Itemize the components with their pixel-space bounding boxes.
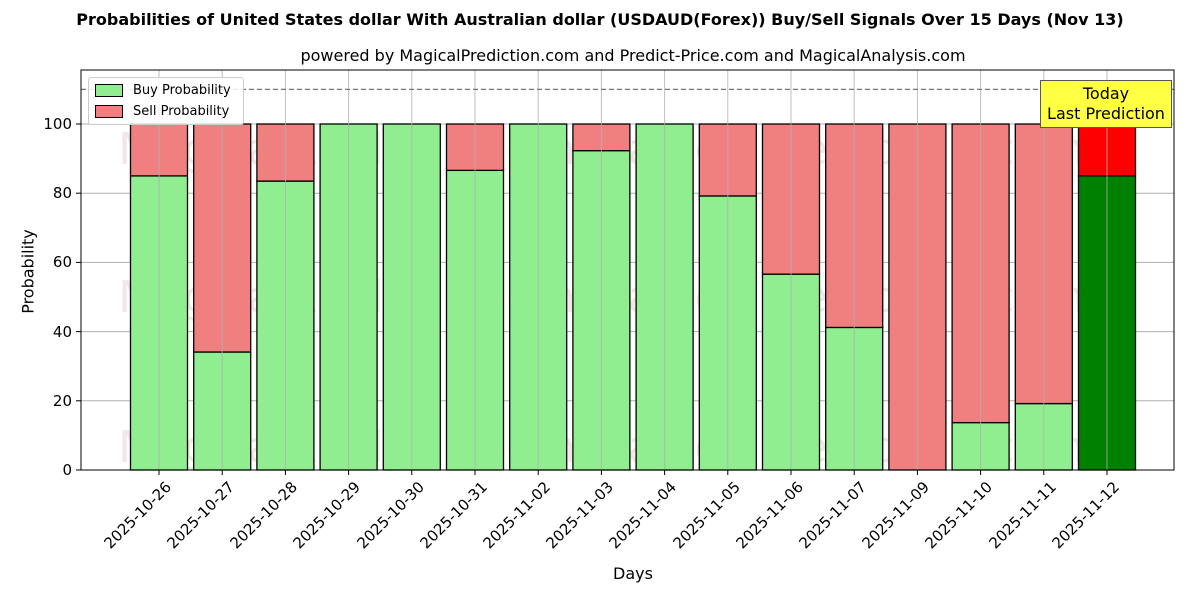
y-tick-label: 0	[62, 461, 72, 479]
legend: Buy Probability Sell Probability	[88, 77, 244, 125]
y-tick-label: 100	[43, 115, 72, 133]
axes-frame	[80, 69, 1175, 471]
legend-sell-label: Sell Probability	[133, 104, 230, 119]
buy-swatch-icon	[95, 84, 123, 97]
today-annotation: Today Last Prediction	[1040, 80, 1172, 128]
x-axis-label: Days	[613, 564, 653, 583]
legend-buy-label: Buy Probability	[133, 83, 231, 98]
annotation-line2: Last Prediction	[1047, 104, 1165, 123]
sell-swatch-icon	[95, 105, 123, 118]
chart-subtitle: powered by MagicalPrediction.com and Pre…	[300, 46, 966, 65]
legend-item-buy: Buy Probability	[95, 83, 231, 98]
legend-item-sell: Sell Probability	[95, 104, 229, 119]
annotation-line1: Today	[1082, 84, 1130, 103]
chart-title: Probabilities of United States dollar Wi…	[76, 10, 1124, 29]
y-tick-label: 60	[52, 253, 72, 272]
y-tick-label: 40	[52, 322, 72, 341]
y-tick-label: 20	[52, 391, 72, 410]
y-tick-label: 80	[52, 184, 72, 203]
